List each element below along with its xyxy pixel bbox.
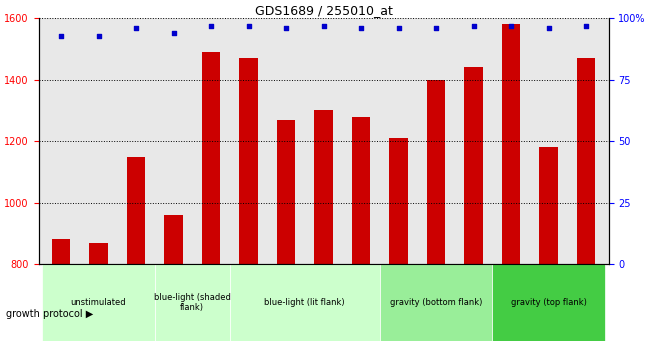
Bar <box>202 52 220 264</box>
Point <box>94 33 104 38</box>
Bar <box>127 157 146 264</box>
Bar <box>464 68 483 264</box>
Bar <box>540 147 558 264</box>
Bar <box>51 239 70 264</box>
Text: unstimulated: unstimulated <box>71 298 126 307</box>
FancyBboxPatch shape <box>42 264 155 341</box>
FancyBboxPatch shape <box>380 264 492 341</box>
Point <box>393 26 404 31</box>
Point <box>318 23 329 29</box>
Point <box>356 26 366 31</box>
Bar <box>277 120 296 264</box>
Point <box>581 23 592 29</box>
Text: gravity (bottom flank): gravity (bottom flank) <box>390 298 482 307</box>
Bar <box>389 138 408 264</box>
Point <box>506 23 516 29</box>
FancyBboxPatch shape <box>492 264 605 341</box>
Bar <box>164 215 183 264</box>
Text: blue-light (shaded
flank): blue-light (shaded flank) <box>154 293 231 312</box>
Bar <box>426 80 445 264</box>
Bar <box>314 110 333 264</box>
Bar <box>577 58 595 264</box>
Point <box>131 26 141 31</box>
Point <box>469 23 479 29</box>
Bar <box>502 24 521 264</box>
Bar <box>89 243 108 264</box>
FancyBboxPatch shape <box>230 264 380 341</box>
FancyBboxPatch shape <box>155 264 230 341</box>
Text: blue-light (lit flank): blue-light (lit flank) <box>265 298 345 307</box>
Point <box>168 30 179 36</box>
Point <box>431 26 441 31</box>
Point <box>206 23 216 29</box>
Text: gravity (top flank): gravity (top flank) <box>511 298 586 307</box>
Bar <box>352 117 370 264</box>
Point <box>243 23 254 29</box>
Point <box>281 26 291 31</box>
Text: growth protocol ▶: growth protocol ▶ <box>6 309 94 319</box>
Point <box>56 33 66 38</box>
Point <box>543 26 554 31</box>
Title: GDS1689 / 255010_at: GDS1689 / 255010_at <box>255 4 393 17</box>
Bar <box>239 58 258 264</box>
